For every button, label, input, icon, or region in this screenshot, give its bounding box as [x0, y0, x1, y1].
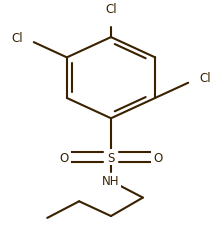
Text: Cl: Cl — [105, 3, 117, 16]
Text: Cl: Cl — [199, 72, 211, 85]
Text: O: O — [153, 151, 162, 164]
Text: O: O — [60, 151, 69, 164]
Text: S: S — [107, 151, 115, 164]
Text: Cl: Cl — [11, 31, 23, 44]
Text: NH: NH — [102, 175, 120, 188]
